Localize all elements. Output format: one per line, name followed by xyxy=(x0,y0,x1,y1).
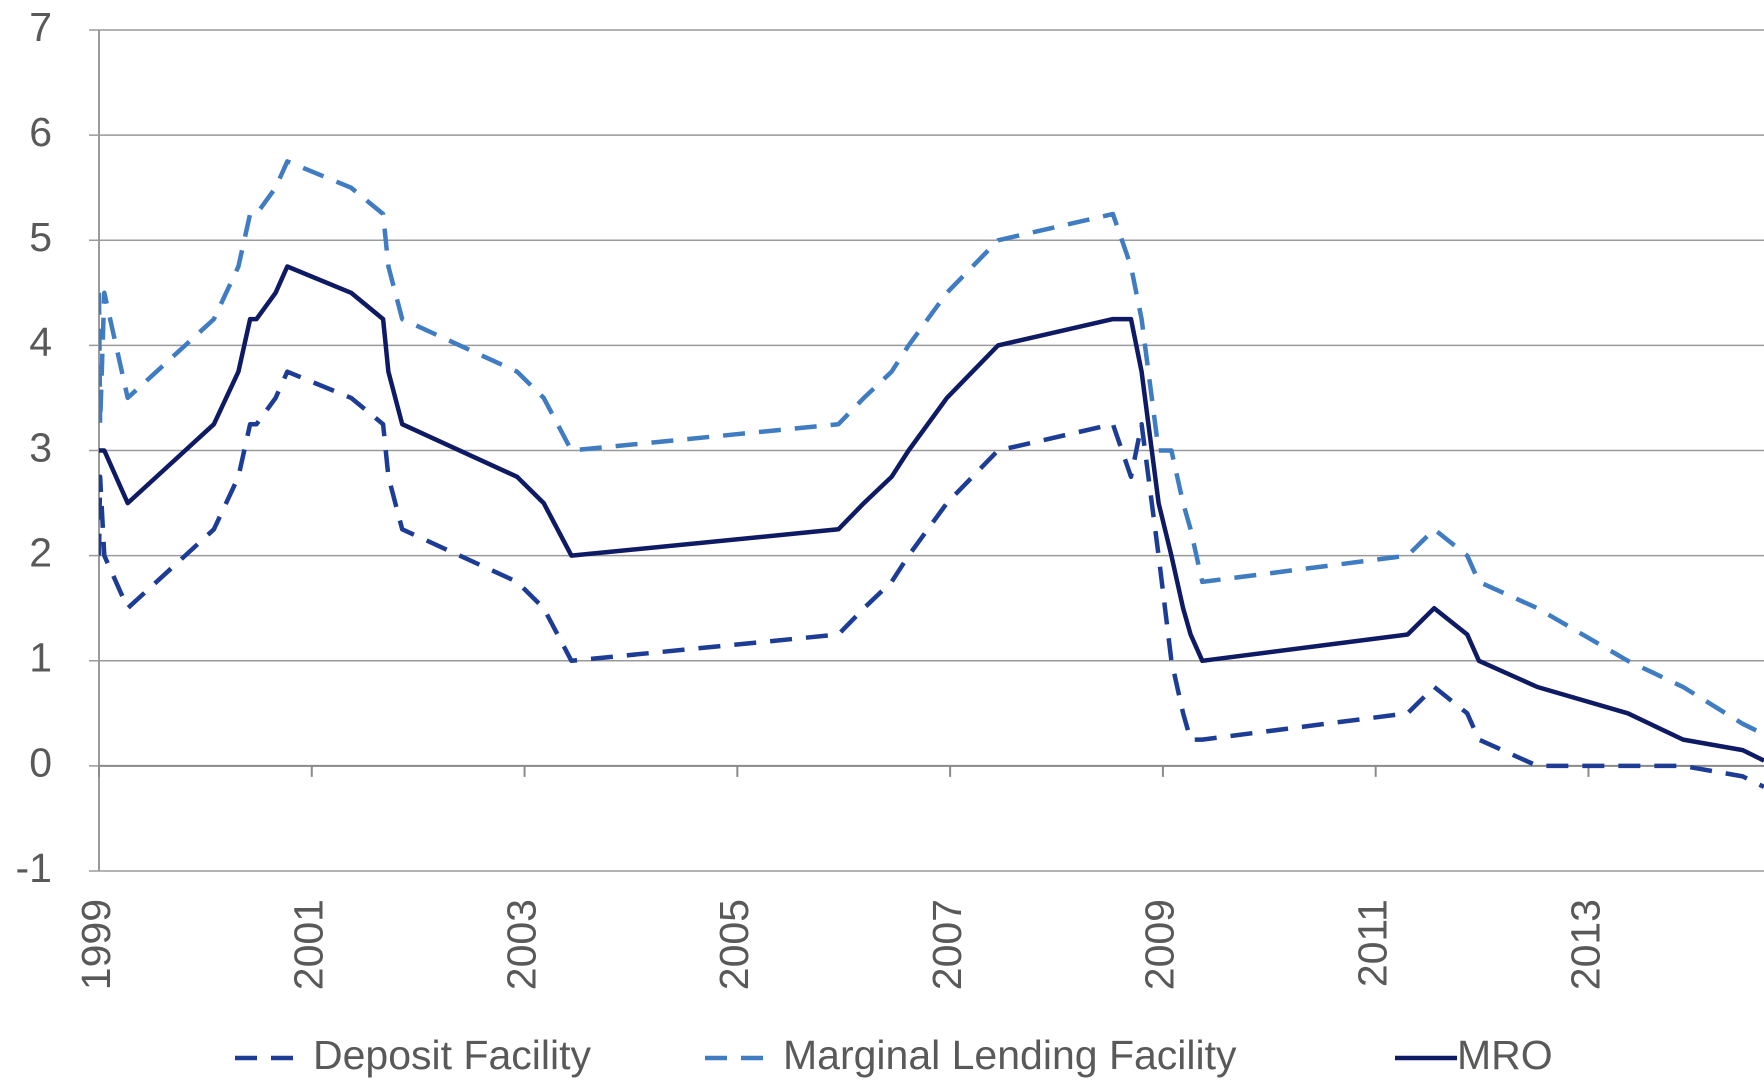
x-tick-label: 2013 xyxy=(1562,899,1608,990)
legend-label: MRO xyxy=(1457,1032,1553,1078)
series-line xyxy=(99,369,1764,789)
series-line xyxy=(99,264,1764,763)
y-tick-label: 5 xyxy=(29,214,52,260)
y-tick-label: 3 xyxy=(29,424,52,470)
y-tick-label: 7 xyxy=(29,4,52,50)
y-tick-label: 2 xyxy=(29,529,52,575)
x-tick-label: 2007 xyxy=(924,899,970,990)
y-tick-label: -1 xyxy=(16,845,52,891)
x-tick-label: 2009 xyxy=(1137,899,1183,990)
legend: Deposit Facility Marginal Lending Facilit… xyxy=(235,1032,1553,1078)
y-tick-label: 4 xyxy=(29,319,52,365)
y-tick-label: 6 xyxy=(29,109,52,155)
series-line xyxy=(99,159,1764,737)
x-tick-label: 1999 xyxy=(73,899,119,990)
x-tick-label: 2001 xyxy=(286,899,332,990)
y-tick-label: 0 xyxy=(29,740,52,786)
y-tick-label: 1 xyxy=(29,635,52,681)
legend-label: Marginal Lending Facility xyxy=(783,1032,1237,1078)
legend-label: Deposit Facility xyxy=(313,1032,591,1078)
x-tick-label: 2003 xyxy=(498,899,544,990)
x-tick-label: 2011 xyxy=(1350,899,1396,987)
x-tick-label: 2005 xyxy=(711,899,757,990)
